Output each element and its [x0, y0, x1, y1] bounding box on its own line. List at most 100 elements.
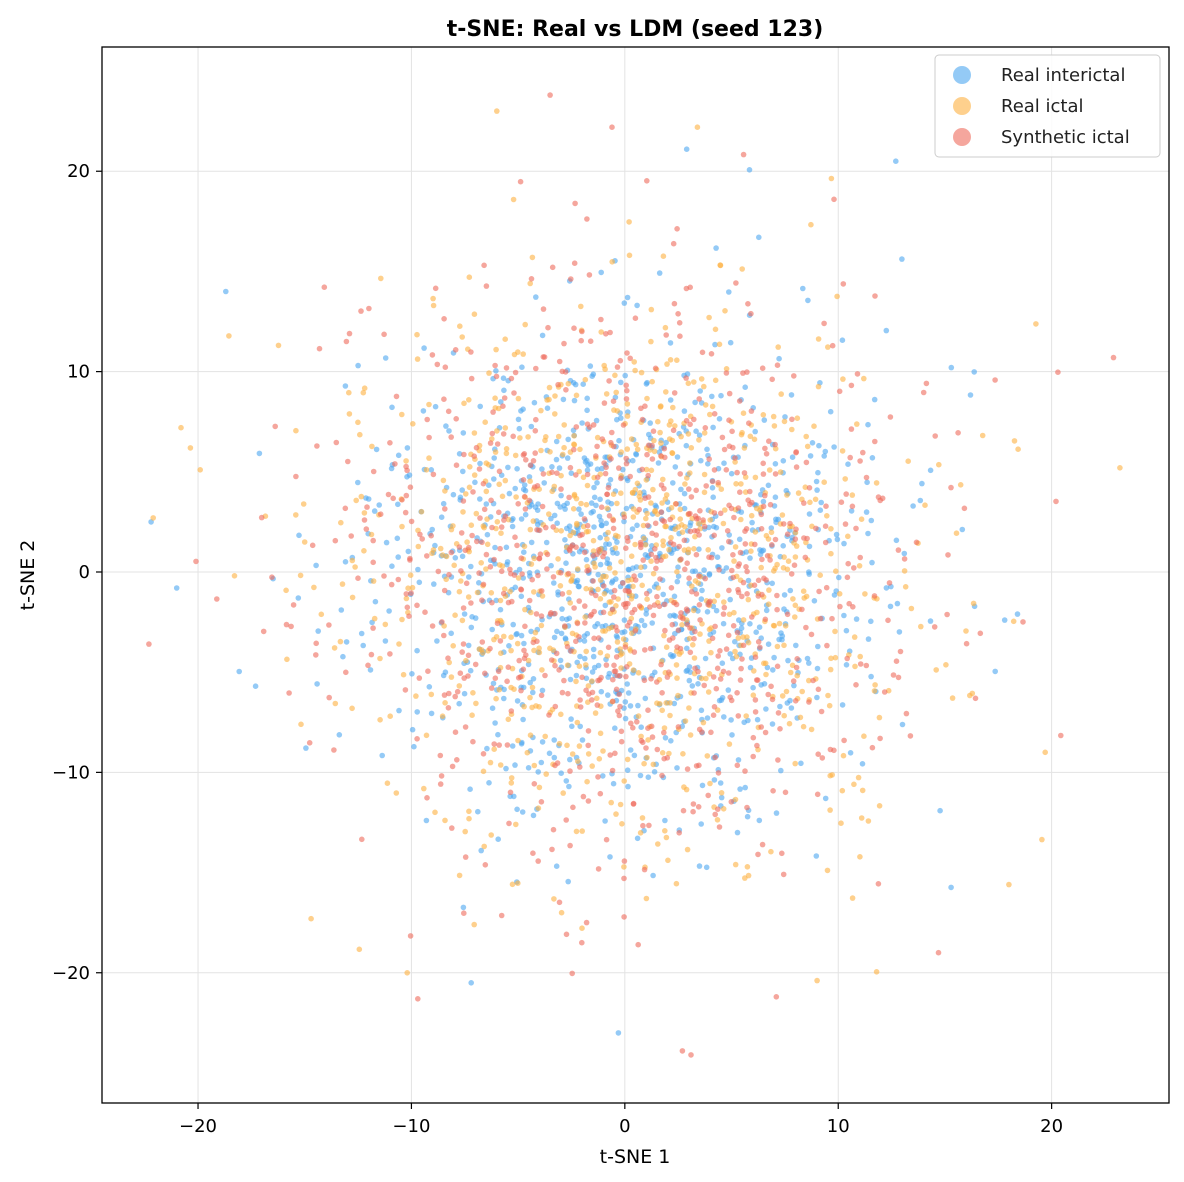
data-point — [760, 547, 767, 554]
data-point — [643, 590, 650, 597]
data-point — [484, 745, 490, 752]
data-point — [593, 453, 599, 459]
data-point — [614, 416, 620, 423]
data-point — [887, 414, 894, 420]
data-point — [897, 648, 904, 655]
data-point — [775, 710, 782, 716]
data-point — [534, 521, 541, 528]
data-point — [726, 611, 733, 618]
data-point — [718, 697, 725, 703]
data-point — [503, 544, 510, 551]
data-point — [848, 382, 855, 389]
data-point — [644, 754, 650, 761]
data-point — [290, 602, 297, 608]
data-point — [698, 376, 705, 382]
data-point — [527, 280, 533, 287]
data-point — [684, 560, 690, 566]
data-point — [806, 699, 812, 705]
data-point — [423, 467, 430, 473]
data-point — [393, 393, 400, 400]
data-point — [521, 493, 528, 500]
data-point — [414, 602, 420, 609]
data-point — [609, 429, 615, 436]
data-point — [644, 178, 650, 184]
data-point — [591, 664, 598, 671]
data-point — [770, 667, 776, 673]
data-point — [395, 452, 402, 459]
data-point — [682, 566, 688, 573]
data-point — [518, 587, 525, 593]
data-point — [970, 600, 977, 607]
data-point — [336, 732, 343, 738]
data-point — [534, 507, 541, 513]
data-point — [750, 753, 756, 760]
data-point — [834, 293, 840, 300]
data-point — [844, 574, 851, 581]
data-point — [582, 614, 588, 620]
data-point — [367, 667, 374, 673]
data-point — [420, 408, 427, 414]
data-point — [583, 556, 590, 563]
data-point — [538, 622, 545, 629]
data-point — [471, 472, 478, 478]
data-point — [701, 430, 708, 436]
data-point — [531, 399, 538, 406]
data-point — [931, 624, 938, 630]
data-point — [483, 460, 490, 467]
data-point — [490, 680, 497, 687]
data-point — [489, 430, 496, 437]
data-point — [518, 408, 524, 414]
data-point — [733, 653, 740, 660]
data-point — [613, 603, 619, 609]
data-point — [758, 682, 764, 688]
data-point — [499, 563, 506, 569]
data-point — [481, 506, 488, 513]
data-point — [760, 498, 767, 505]
data-point — [836, 591, 843, 597]
data-point — [726, 417, 732, 424]
data-point — [690, 607, 697, 614]
data-point — [343, 639, 350, 645]
data-point — [762, 729, 769, 736]
data-point — [404, 445, 411, 451]
data-point — [875, 494, 882, 500]
data-point — [772, 461, 779, 467]
data-point — [478, 560, 485, 566]
data-point — [507, 566, 513, 573]
data-point — [722, 308, 728, 314]
data-point — [146, 641, 152, 647]
data-point — [633, 451, 639, 457]
data-point — [370, 578, 377, 584]
data-point — [456, 451, 463, 457]
data-point — [448, 630, 455, 637]
data-point — [343, 338, 350, 345]
data-point — [387, 713, 394, 719]
data-point — [602, 470, 609, 477]
data-point — [480, 768, 487, 775]
data-point — [668, 585, 675, 591]
data-point — [594, 443, 600, 450]
data-point — [864, 479, 870, 486]
data-point — [687, 732, 694, 738]
data-point — [509, 743, 516, 749]
data-point — [685, 546, 692, 553]
data-point — [825, 692, 831, 699]
data-point — [815, 751, 821, 757]
data-point — [512, 762, 518, 768]
data-point — [498, 912, 505, 919]
data-point — [462, 854, 469, 860]
data-point — [405, 548, 412, 555]
data-point — [584, 421, 591, 428]
data-point — [532, 450, 538, 456]
data-point — [728, 717, 734, 723]
data-point — [514, 698, 521, 704]
data-point — [486, 780, 492, 786]
data-point — [498, 524, 505, 530]
data-point — [927, 618, 934, 624]
data-point — [390, 495, 397, 502]
data-point — [1015, 446, 1021, 453]
data-point — [583, 501, 590, 508]
data-point — [553, 863, 560, 869]
data-point — [487, 759, 494, 766]
data-point — [886, 580, 893, 586]
